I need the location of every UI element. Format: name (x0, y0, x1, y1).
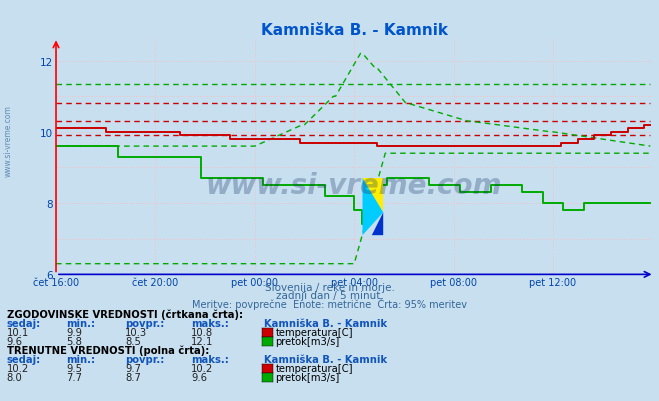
Text: Kamniška B. - Kamnik: Kamniška B. - Kamnik (264, 354, 387, 364)
Text: min.:: min.: (66, 318, 95, 328)
Text: 9.5: 9.5 (66, 363, 82, 373)
Text: 8.0: 8.0 (7, 372, 22, 382)
Text: 10.8: 10.8 (191, 327, 214, 337)
Text: 5.8: 5.8 (66, 336, 82, 346)
Text: zadnji dan / 5 minut.: zadnji dan / 5 minut. (275, 291, 384, 301)
Text: Meritve: povprečne  Enote: metrične  Črta: 95% meritev: Meritve: povprečne Enote: metrične Črta:… (192, 297, 467, 309)
Text: temperatura[C]: temperatura[C] (275, 363, 353, 373)
Text: ZGODOVINSKE VREDNOSTI (črtkana črta):: ZGODOVINSKE VREDNOSTI (črtkana črta): (7, 308, 243, 319)
Title: Kamniška B. - Kamnik: Kamniška B. - Kamnik (261, 22, 447, 38)
Polygon shape (362, 179, 383, 213)
Text: 9.9: 9.9 (66, 327, 82, 337)
Text: 10.2: 10.2 (191, 363, 214, 373)
Text: pretok[m3/s]: pretok[m3/s] (275, 372, 339, 382)
Text: min.:: min.: (66, 354, 95, 364)
Text: 9.7: 9.7 (125, 363, 141, 373)
Text: 8.7: 8.7 (125, 372, 141, 382)
Text: pretok[m3/s]: pretok[m3/s] (275, 336, 339, 346)
Text: sedaj:: sedaj: (7, 318, 41, 328)
Polygon shape (362, 179, 383, 236)
Text: povpr.:: povpr.: (125, 318, 165, 328)
Text: 10.2: 10.2 (7, 363, 29, 373)
Text: TRENUTNE VREDNOSTI (polna črta):: TRENUTNE VREDNOSTI (polna črta): (7, 344, 209, 355)
Text: www.si-vreme.com: www.si-vreme.com (3, 105, 13, 176)
Text: 9.6: 9.6 (7, 336, 22, 346)
Text: 10.3: 10.3 (125, 327, 148, 337)
Text: 7.7: 7.7 (66, 372, 82, 382)
Text: maks.:: maks.: (191, 318, 229, 328)
Text: 8.5: 8.5 (125, 336, 141, 346)
Text: 10.1: 10.1 (7, 327, 29, 337)
Polygon shape (372, 213, 383, 236)
Text: temperatura[C]: temperatura[C] (275, 327, 353, 337)
Text: maks.:: maks.: (191, 354, 229, 364)
Text: sedaj:: sedaj: (7, 354, 41, 364)
Text: www.si-vreme.com: www.si-vreme.com (206, 172, 502, 200)
Text: Slovenija / reke in morje.: Slovenija / reke in morje. (264, 283, 395, 293)
Text: 12.1: 12.1 (191, 336, 214, 346)
Text: 9.6: 9.6 (191, 372, 207, 382)
Text: Kamniška B. - Kamnik: Kamniška B. - Kamnik (264, 318, 387, 328)
Text: povpr.:: povpr.: (125, 354, 165, 364)
